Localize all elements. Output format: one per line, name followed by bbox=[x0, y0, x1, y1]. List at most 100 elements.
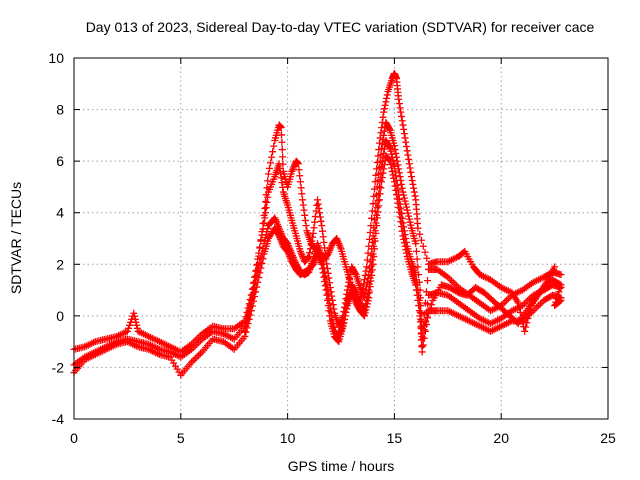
data-point-marker bbox=[404, 209, 412, 217]
data-point-marker bbox=[270, 142, 278, 150]
data-point-marker bbox=[380, 108, 388, 116]
data-point-marker bbox=[412, 281, 420, 289]
data-point-marker bbox=[400, 194, 408, 202]
data-point-marker bbox=[255, 252, 263, 260]
y-tick-label: 8 bbox=[56, 102, 64, 118]
data-point-marker bbox=[515, 304, 523, 312]
data-point-marker bbox=[377, 129, 385, 137]
data-point-marker bbox=[414, 296, 422, 304]
data-point-marker bbox=[259, 219, 267, 227]
data-point-marker bbox=[320, 273, 328, 281]
data-point-marker bbox=[417, 324, 425, 332]
data-point-marker bbox=[409, 180, 417, 188]
data-point-marker bbox=[412, 240, 420, 248]
data-point-marker bbox=[557, 271, 565, 279]
data-point-marker bbox=[277, 174, 285, 182]
data-point-marker bbox=[385, 125, 393, 133]
data-point-marker bbox=[278, 146, 286, 154]
data-point-marker bbox=[370, 253, 378, 261]
data-point-marker bbox=[363, 256, 371, 264]
data-point-marker bbox=[321, 277, 329, 285]
series-track-e bbox=[420, 276, 565, 330]
data-point-marker bbox=[364, 249, 372, 257]
data-point-marker bbox=[341, 312, 349, 320]
data-point-marker bbox=[261, 204, 269, 212]
data-point-marker bbox=[415, 302, 423, 310]
data-point-marker bbox=[403, 147, 411, 155]
data-point-marker bbox=[401, 242, 409, 250]
data-point-marker bbox=[366, 228, 374, 236]
data-point-marker bbox=[377, 184, 385, 192]
data-point-marker bbox=[278, 179, 286, 187]
data-point-marker bbox=[342, 308, 350, 316]
data-point-marker bbox=[412, 247, 420, 255]
data-point-marker bbox=[320, 238, 328, 246]
data-point-marker bbox=[318, 227, 326, 235]
data-point-marker bbox=[407, 221, 415, 229]
data-point-marker bbox=[374, 208, 382, 216]
data-point-marker bbox=[368, 214, 376, 222]
data-point-marker bbox=[326, 312, 334, 320]
data-point-marker bbox=[557, 296, 565, 304]
data-point-marker bbox=[393, 191, 401, 199]
data-point-marker bbox=[403, 206, 411, 214]
data-point-marker bbox=[302, 222, 310, 230]
data-point-marker bbox=[402, 246, 410, 254]
data-point-marker bbox=[363, 263, 371, 271]
data-point-marker bbox=[318, 265, 326, 273]
data-point-marker bbox=[362, 267, 370, 275]
data-point-marker bbox=[360, 280, 368, 288]
data-point-marker bbox=[268, 153, 276, 161]
data-point-marker bbox=[263, 184, 271, 192]
data-point-marker bbox=[256, 244, 264, 252]
y-tick-label: -4 bbox=[52, 411, 65, 427]
data-point-marker bbox=[395, 95, 403, 103]
data-point-marker bbox=[410, 184, 418, 192]
data-point-marker bbox=[248, 290, 256, 298]
series-track-d bbox=[241, 69, 559, 335]
x-tick-label: 5 bbox=[177, 430, 185, 446]
y-axis-label: SDTVAR / TECUs bbox=[8, 182, 24, 294]
data-point-marker bbox=[131, 315, 139, 323]
data-point-marker bbox=[372, 229, 380, 237]
data-point-marker bbox=[412, 286, 420, 294]
data-point-marker bbox=[310, 224, 318, 232]
x-tick-label: 25 bbox=[600, 430, 616, 446]
data-point-marker bbox=[422, 318, 430, 326]
data-point-marker bbox=[395, 208, 403, 216]
data-points bbox=[70, 69, 565, 379]
data-point-marker bbox=[318, 260, 326, 268]
data-point-marker bbox=[405, 215, 413, 223]
data-point-marker bbox=[399, 232, 407, 240]
data-point-marker bbox=[371, 178, 379, 186]
data-point-marker bbox=[325, 307, 333, 315]
data-point-marker bbox=[324, 302, 332, 310]
data-point-marker bbox=[524, 314, 532, 322]
data-point-marker bbox=[556, 284, 564, 292]
data-point-marker bbox=[361, 271, 369, 279]
data-point-marker bbox=[417, 330, 425, 338]
data-point-marker bbox=[523, 319, 531, 327]
data-point-marker bbox=[340, 319, 348, 327]
data-point-marker bbox=[385, 156, 393, 164]
data-point-marker bbox=[370, 185, 378, 193]
data-point-marker bbox=[254, 260, 262, 268]
data-point-marker bbox=[406, 218, 414, 226]
data-point-marker bbox=[321, 282, 329, 290]
data-point-marker bbox=[322, 286, 330, 294]
data-point-marker bbox=[375, 202, 383, 210]
data-point-marker bbox=[365, 235, 373, 243]
data-point-marker bbox=[359, 284, 367, 292]
data-point-marker bbox=[408, 176, 416, 184]
data-point-marker bbox=[297, 184, 305, 192]
data-point-marker bbox=[262, 198, 270, 206]
data-point-marker bbox=[398, 184, 406, 192]
data-point-marker bbox=[399, 188, 407, 196]
data-point-marker bbox=[380, 165, 388, 173]
data-point-marker bbox=[378, 124, 386, 132]
data-point-marker bbox=[374, 152, 382, 160]
data-point-marker bbox=[245, 307, 253, 315]
data-point-marker bbox=[403, 143, 411, 151]
data-point-marker bbox=[418, 348, 426, 356]
data-point-marker bbox=[421, 327, 429, 335]
